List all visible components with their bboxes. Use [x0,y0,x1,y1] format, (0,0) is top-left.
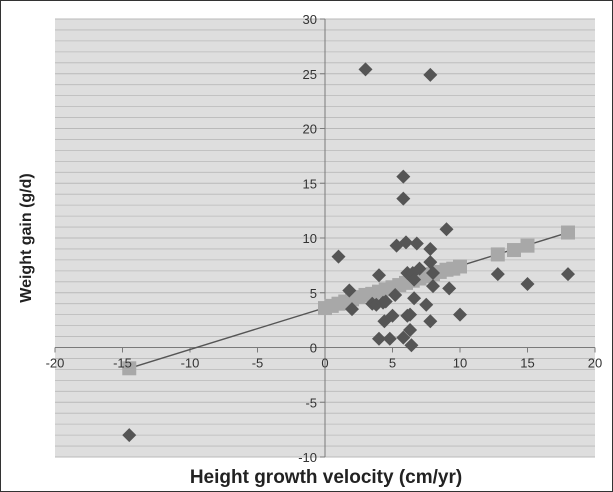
observed-point [403,307,418,322]
observed-point [419,297,434,312]
observed-point [423,314,438,329]
observed-point [372,268,386,283]
predicted-point [561,225,575,240]
observed-point [403,322,418,337]
observed-point [453,307,467,322]
x-tick-label: -5 [252,356,264,371]
y-tick-label: -10 [298,450,317,465]
observed-point [520,276,535,291]
observed-point [345,302,359,317]
observed-point [442,281,457,296]
observed-point [423,255,438,270]
observed-point [439,222,454,237]
x-tick-label: -20 [46,356,65,371]
y-tick-label: 15 [303,176,317,191]
observed-point [396,330,411,345]
observed-point [372,331,386,346]
x-axis-title: Height growth velocity (cm/yr) [190,467,462,488]
y-tick-label: 5 [310,286,317,301]
observed-point [358,62,373,77]
tick-labels: -20 -15 -10 -5 0 5 10 15 20 30 25 20 15 10 5 0 -5 -10 [46,12,603,465]
observed-point [385,308,400,323]
observed-point [490,267,505,282]
predicted-point [507,243,521,258]
observed-point [423,67,438,82]
observed-point [423,241,438,256]
y-tick-label: -5 [305,395,317,410]
x-tick-label: 0 [321,356,328,371]
observed-point [331,249,346,264]
y-tick-label: 10 [303,231,317,246]
predicted-point [520,238,535,253]
y-tick-label: 25 [303,67,317,82]
observed-point [399,235,413,250]
x-tick-label: 20 [588,356,602,371]
predicted-point [453,259,467,274]
observed-point [407,291,422,306]
observed-point [396,169,411,184]
y-tick-label: 0 [310,341,317,356]
observed-point [426,266,440,281]
observed-point [396,191,411,206]
x-tick-label: 5 [389,356,396,371]
observed-point [382,331,397,346]
x-tick-label: -15 [113,356,132,371]
observed-point [561,267,575,282]
observed-point [404,338,419,353]
observed-point [409,236,424,251]
observed-point [388,287,403,302]
x-tick-label: 15 [520,356,534,371]
predicted-point [122,361,137,376]
observed-point [342,283,357,298]
y-tick-label: 30 [303,12,317,27]
x-tick-label: 10 [453,356,467,371]
x-tick-label: -10 [181,356,200,371]
predicted-point [490,247,505,262]
observed-point [426,279,440,294]
observed-point [412,261,427,276]
observed-point [407,272,422,287]
observed-point [122,428,137,443]
observed-point [378,294,393,309]
y-axis-title: Weight gain (g/d) [18,173,35,302]
y-tick-label: 20 [303,122,317,137]
data-points [122,62,575,443]
axes [54,18,596,458]
